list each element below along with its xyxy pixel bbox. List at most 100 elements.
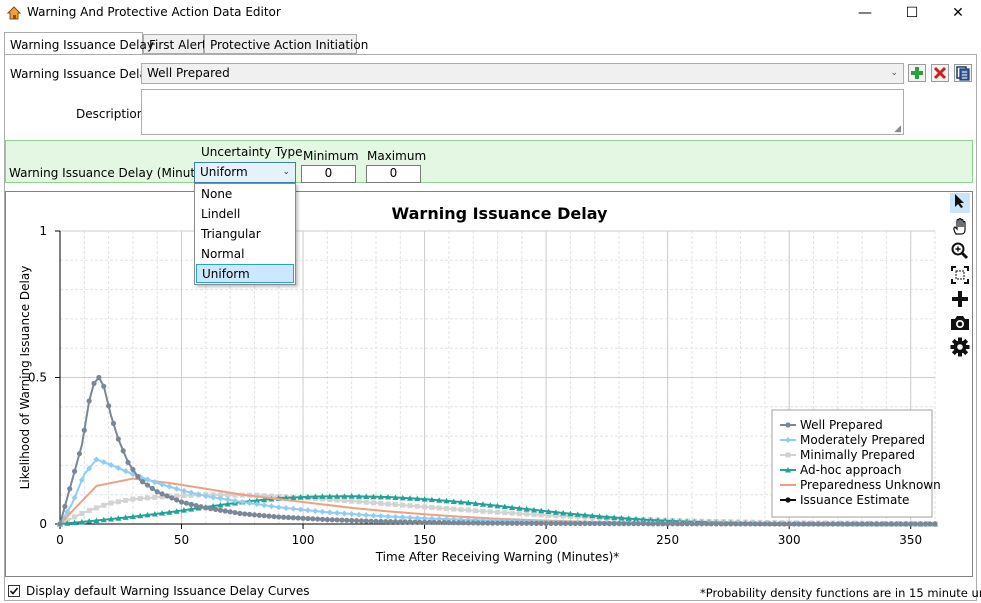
tab-first-alert[interactable]: First Alert [143,34,207,54]
series-point [378,518,384,525]
uncertainty-type-select[interactable]: Uniform ⌄ [194,162,296,183]
zoom-fit-icon [951,266,969,284]
legend-label: Minimally Prepared [800,448,915,462]
zoom-fit-tool[interactable] [950,266,970,286]
series-point [86,518,93,524]
series-point [166,483,173,490]
series-point [414,495,421,502]
series-point [358,518,364,524]
series-point [344,517,350,523]
settings-tool[interactable] [950,337,970,357]
series-point [674,521,680,527]
series-point [164,493,170,499]
series-point [465,499,472,506]
series-point [703,521,710,527]
x-tick-label: 100 [292,533,315,547]
minimum-field[interactable]: 0 [301,165,356,183]
maximum-field[interactable]: 0 [366,165,421,183]
chart-svg[interactable]: 0 50 100 150 200 250 300 350 0 0.5 1 Warning Issuan… [5,191,950,575]
copy-button[interactable] [954,64,972,82]
series-point [341,498,347,504]
series-point [319,508,326,515]
series-point [502,510,508,516]
series-point [108,461,115,468]
series-point [203,505,209,511]
series-point [640,521,646,527]
pointer-tool[interactable] [950,193,970,213]
x-tick-label: 250 [656,533,679,547]
series-point [198,504,204,510]
series-point [436,505,442,511]
series-point [115,436,121,442]
series-point [479,517,486,524]
series-point [310,516,316,522]
series-point [242,511,248,517]
series-point [708,521,714,527]
series-point [490,520,496,526]
series-point [193,502,199,509]
series-point [96,374,102,381]
option-lindell[interactable]: Lindell [201,207,241,221]
option-triangular[interactable]: Triangular [201,227,261,241]
tab-warning-issuance-delay[interactable]: Warning Issuance Delay [4,32,154,54]
option-uniform[interactable]: Uniform [196,264,294,283]
series-point [458,499,465,505]
series-point [587,520,593,527]
series-point [412,519,418,525]
series-point [67,486,73,492]
resize-grip-icon[interactable]: ◢ [894,124,901,134]
x-axis-label: Time After Receiving Warning (Minutes)* [375,550,620,564]
series-point [159,494,165,500]
series-point [530,506,537,513]
series-point [859,521,865,527]
series-point [232,509,238,516]
legend-label: Moderately Prepared [800,433,925,447]
x-tick-label: 0 [56,533,64,547]
maximum-header: Maximum [367,149,427,163]
add-point-tool[interactable] [950,290,970,310]
series-point [130,466,136,473]
series-point [524,520,530,526]
default-curves-checkbox[interactable] [8,585,20,597]
series-point [154,489,160,495]
series-point [173,508,180,514]
series-point [378,500,384,506]
series-point [504,520,510,526]
series-point [392,494,399,500]
series-point [100,516,107,523]
pan-tool[interactable] [950,217,970,238]
series-point [767,521,773,527]
series-point [545,508,552,514]
maximize-button[interactable]: ☐ [905,5,919,21]
series-point [509,510,515,516]
series-point [801,521,807,527]
series-point [626,521,632,527]
option-none[interactable]: None [201,187,233,201]
camera-tool[interactable] [950,314,970,334]
series-point [261,496,268,503]
minimize-button[interactable]: — [858,5,872,21]
settings-icon [950,337,970,357]
tab-protective-action-initiation[interactable]: Protective Action Initiation [204,34,368,54]
description-field[interactable]: ◢ [141,89,904,135]
series-point [689,521,695,527]
series-point [78,518,85,525]
series-point [429,504,435,510]
series-point [436,497,443,503]
series-point [567,513,573,519]
delete-button[interactable] [931,64,949,82]
close-button[interactable]: ✕ [952,5,964,21]
series-point [531,511,537,517]
option-normal[interactable]: Normal [201,247,245,261]
series-point [159,481,166,488]
series-point [548,520,554,527]
series-point [392,519,399,525]
series-point [426,519,433,525]
series-point [149,485,155,492]
zoom-tool[interactable] [950,242,970,262]
add-button[interactable] [908,64,926,82]
series-point [129,513,136,520]
series-point [603,513,610,520]
delay-select[interactable]: Well Prepared ⌄ [141,63,904,84]
series-point [660,521,666,527]
